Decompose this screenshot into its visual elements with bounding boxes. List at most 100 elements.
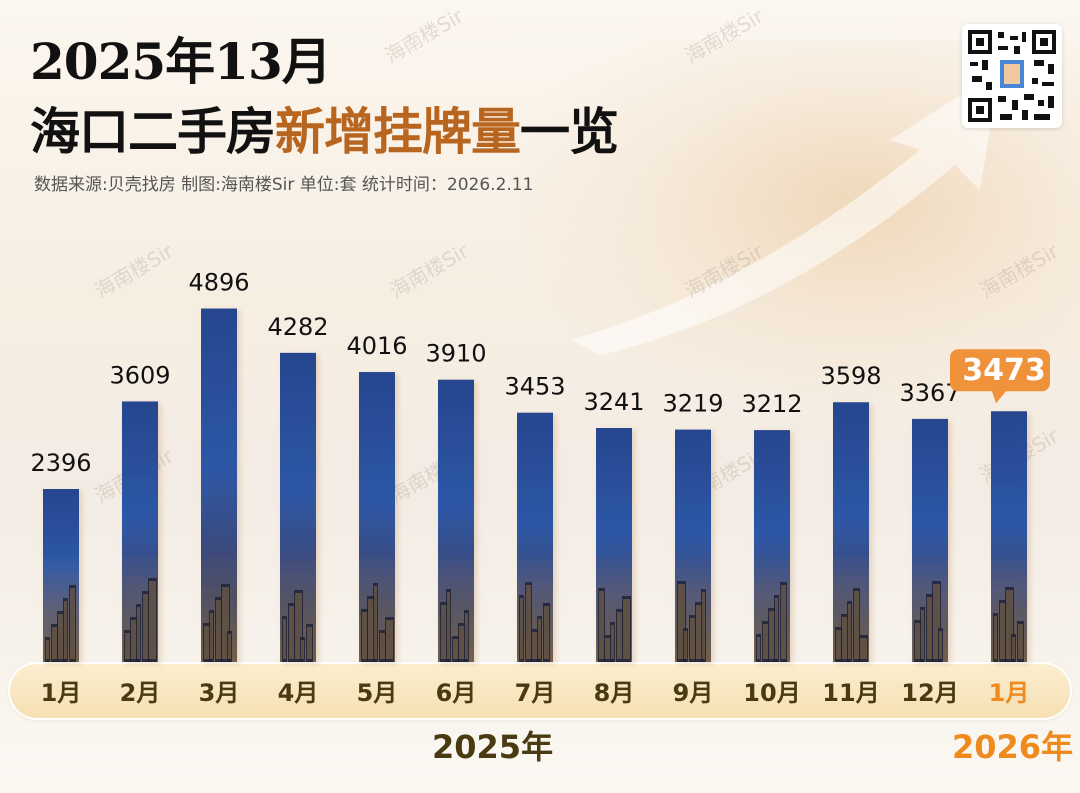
skyline-lights: [374, 586, 377, 659]
skyline-building: [853, 588, 860, 662]
skyline-lights: [301, 640, 304, 659]
skyline-building: [914, 620, 923, 662]
skyline-building: [762, 621, 769, 662]
skyline-lights: [386, 620, 393, 659]
skyline-building: [148, 578, 157, 662]
month-label-1: 1月: [41, 679, 82, 707]
year-label-2025: 2025年: [432, 728, 554, 766]
highlight-callout: [950, 349, 1050, 404]
skyline-building: [938, 628, 943, 662]
skyline-lights: [459, 626, 466, 659]
skyline-lights: [228, 634, 231, 659]
value-label-highlight: 3473: [962, 353, 1046, 388]
skyline-lights: [599, 591, 604, 659]
skyline-lights: [617, 612, 622, 659]
skyline-lights: [137, 607, 140, 659]
skyline-building: [294, 590, 303, 662]
skyline-lights: [848, 604, 851, 659]
skyline-building: [452, 636, 459, 662]
skyline-building: [999, 600, 1006, 662]
skyline-lights: [289, 606, 294, 659]
skyline-building: [926, 594, 933, 662]
skyline-lights: [842, 617, 849, 659]
skyline-building: [701, 589, 706, 662]
skyline-building: [622, 596, 631, 662]
month-label-6: 6月: [436, 679, 477, 707]
skyline-building: [215, 597, 222, 662]
skyline-lights: [526, 585, 531, 659]
skyline-building: [695, 602, 704, 662]
value-label-6: 3910: [425, 340, 486, 368]
skyline-lights: [921, 610, 924, 659]
value-labels-layer: 2396 3609 4896 4282 4016 3910 3453 3241 3219 3212…: [30, 269, 1050, 477]
skyline-building: [63, 598, 68, 662]
skyline-lights: [216, 600, 221, 659]
skyline-lights: [678, 584, 685, 659]
skyline-building: [379, 630, 386, 662]
skyline-building: [847, 601, 852, 662]
skyline-lights: [453, 639, 458, 659]
month-label-12: 12月: [901, 679, 958, 707]
skyline-lights: [380, 633, 385, 659]
skyline-lights: [611, 625, 614, 659]
skyline-lights: [769, 611, 776, 659]
month-label-10: 10月: [743, 679, 800, 707]
skyline-lights: [441, 605, 448, 659]
skyline-lights: [210, 613, 213, 659]
qr-code-icon[interactable]: [962, 24, 1062, 128]
skyline-lights: [362, 612, 367, 659]
skyline-lights: [125, 633, 130, 659]
skyline-building: [385, 617, 394, 662]
skyline-lights: [781, 585, 786, 659]
skyline-lights: [307, 627, 312, 659]
skyline-building: [774, 595, 779, 662]
skyline-lights: [520, 598, 523, 659]
skyline-building: [209, 610, 214, 662]
skyline-building: [531, 629, 540, 662]
skyline-lights: [1018, 624, 1023, 659]
skyline-lights: [544, 606, 549, 659]
page-title-line1: 2025年13月: [30, 32, 332, 91]
value-label-11: 3598: [820, 362, 881, 390]
value-label-3: 4896: [188, 269, 249, 297]
skyline-lights: [368, 599, 375, 659]
title-main: 海口二手房: [30, 102, 276, 161]
skyline-building: [440, 602, 449, 662]
skyline-lights: [757, 637, 760, 659]
skyline-building: [306, 624, 313, 662]
skyline-building: [537, 616, 542, 662]
skyline-lights: [927, 597, 932, 659]
bars-layer: [43, 308, 1027, 662]
skyline-building: [124, 630, 131, 662]
skyline-building: [136, 604, 141, 662]
skyline-lights: [775, 598, 778, 659]
skyline-lights: [684, 631, 687, 659]
skyline-building: [373, 583, 378, 662]
skyline-building: [683, 628, 688, 662]
source-subtitle: 数据来源:贝壳找房 制图:海南楼Sir 单位:套 统计时间：2026.2.11: [34, 175, 534, 195]
skyline-lights: [860, 638, 867, 659]
skyline-lights: [994, 616, 997, 659]
skyline-building: [288, 603, 295, 662]
skyline-lights: [623, 599, 630, 659]
skyline-lights: [933, 584, 940, 659]
skyline-building: [1017, 621, 1024, 662]
value-label-2: 3609: [109, 361, 170, 389]
skyline-building: [859, 635, 868, 662]
skyline-lights: [447, 592, 450, 659]
skyline-lights: [836, 630, 841, 659]
month-axis-band: [8, 662, 1072, 720]
skyline-building: [677, 581, 686, 662]
skyline-building: [780, 582, 787, 662]
skyline-building: [300, 637, 305, 662]
skyline-building: [1011, 634, 1016, 662]
skyline-building: [616, 609, 623, 662]
skyline-building: [756, 634, 761, 662]
skyline-lights: [854, 591, 859, 659]
skyline-lights: [46, 640, 49, 659]
skyline-lights: [696, 605, 703, 659]
skyline-building: [604, 635, 613, 662]
skyline-lights: [143, 594, 148, 659]
skyline-building: [458, 623, 467, 662]
skyline-building: [689, 615, 696, 662]
